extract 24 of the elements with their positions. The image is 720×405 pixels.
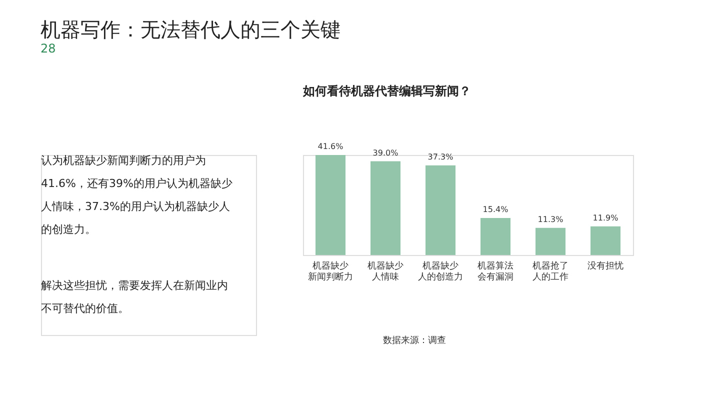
data-label: 15.4%	[482, 204, 509, 214]
data-label: 11.9%	[592, 213, 619, 222]
text: 解决这些担忧，需要发挥人在新闻业内不可替代的价值。	[41, 279, 228, 315]
x-tick-label: 机器算法会有漏洞	[478, 260, 514, 282]
x-tick-label: 机器缺少新闻判断力	[308, 260, 353, 282]
data-label: 41.6%	[318, 142, 344, 151]
bar	[590, 226, 620, 255]
x-tick-label: 机器抢了人的工作	[532, 260, 568, 282]
source-note: 数据来源：调查	[383, 335, 446, 346]
bar	[536, 228, 566, 255]
x-tick-label: 机器缺少人情味	[368, 260, 404, 282]
text: 认为机器缺少新闻判断力的用户为41.6%，还有39%的用户认为机器缺少人情味，37.3%的用户认为机器缺少人的创造力。	[41, 154, 232, 236]
data-label: 11.3%	[538, 214, 564, 224]
data-label: 39.0%	[372, 148, 399, 158]
data-label: 37.3%	[428, 152, 454, 162]
bar	[370, 161, 400, 255]
chart-title: 机器写作：无法替代人的三个关键	[40, 18, 340, 42]
x-tick-label: 机器缺少人的创造力	[418, 260, 463, 282]
text: 28	[40, 42, 56, 56]
bar	[480, 218, 510, 255]
chart-subtitle: 如何看待机器代替编辑写新闻？	[302, 84, 471, 98]
x-tick-label: 没有担忧	[588, 260, 624, 272]
bar	[426, 165, 456, 255]
bar	[316, 155, 346, 255]
